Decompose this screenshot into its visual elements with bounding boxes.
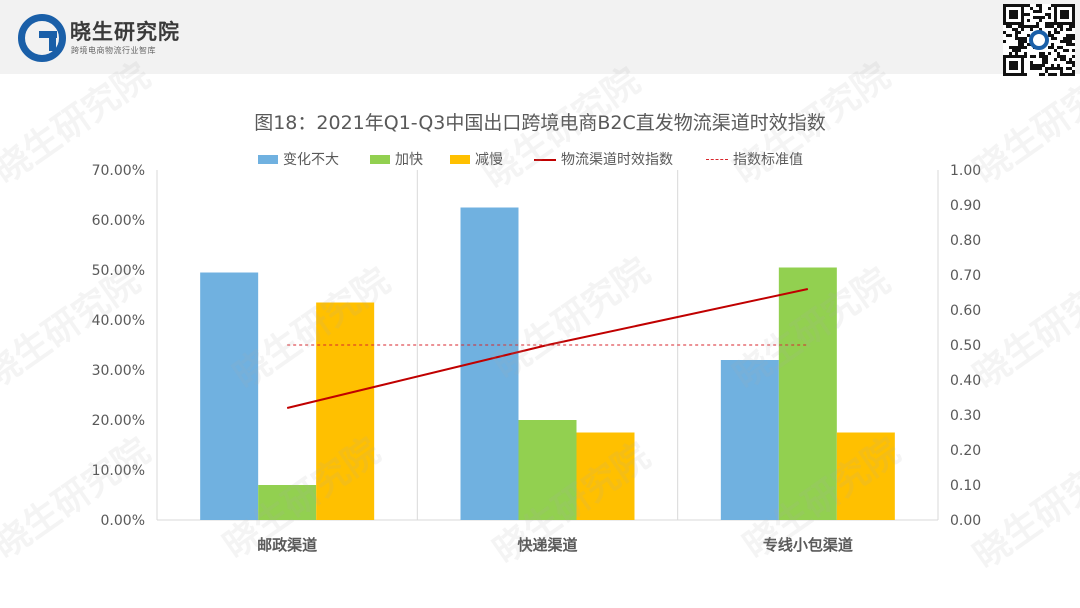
bar bbox=[778, 267, 837, 520]
bar bbox=[836, 432, 895, 520]
y-left-tick-label: 50.00% bbox=[92, 263, 145, 279]
y-right-tick-label: 0.30 bbox=[950, 408, 981, 424]
qr-logo-icon bbox=[1029, 30, 1049, 50]
y-left-tick-label: 20.00% bbox=[92, 413, 145, 429]
legend-marker bbox=[706, 159, 728, 160]
y-right-tick-label: 0.70 bbox=[950, 268, 981, 284]
y-right-tick-label: 1.00 bbox=[950, 163, 981, 179]
y-left-tick-label: 60.00% bbox=[92, 213, 145, 229]
brand-name: 晓生研究院 bbox=[70, 20, 180, 44]
bar bbox=[720, 360, 779, 520]
bar bbox=[518, 420, 577, 520]
y-right-tick-label: 0.10 bbox=[950, 478, 981, 494]
legend-label: 变化不大 bbox=[283, 152, 339, 168]
y-left-tick-label: 10.00% bbox=[92, 463, 145, 479]
y-right-tick-label: 0.60 bbox=[950, 303, 981, 319]
x-tick-label: 专线小包渠道 bbox=[763, 536, 853, 554]
legend-marker bbox=[534, 159, 556, 161]
chart-title: 图18：2021年Q1-Q3中国出口跨境电商B2C直发物流渠道时效指数 bbox=[254, 112, 826, 134]
y-right-tick-label: 0.00 bbox=[950, 513, 981, 529]
brand-tagline: 跨境电商物流行业智库 bbox=[71, 46, 156, 55]
x-tick-label: 邮政渠道 bbox=[257, 536, 317, 554]
y-right-tick-label: 0.50 bbox=[950, 338, 981, 354]
y-right-tick-label: 0.40 bbox=[950, 373, 981, 389]
chart-legend: 变化不大 加快 减慢 物流渠道时效指数 指数标准值 bbox=[0, 150, 1080, 170]
legend-label: 加快 bbox=[395, 152, 423, 168]
bar bbox=[258, 485, 317, 520]
legend-label: 物流渠道时效指数 bbox=[561, 152, 673, 168]
y-right-tick-label: 0.80 bbox=[950, 233, 981, 249]
bar bbox=[316, 302, 375, 520]
brand-logo-icon bbox=[18, 14, 66, 62]
y-right-tick-label: 0.20 bbox=[950, 443, 981, 459]
bar bbox=[576, 432, 635, 520]
legend-marker bbox=[258, 155, 278, 164]
bar bbox=[200, 272, 259, 520]
x-tick-label: 快递渠道 bbox=[517, 536, 577, 554]
y-left-tick-label: 30.00% bbox=[92, 363, 145, 379]
header-band bbox=[0, 0, 1080, 74]
y-left-tick-label: 40.00% bbox=[92, 313, 145, 329]
y-right-tick-label: 0.90 bbox=[950, 198, 981, 214]
legend-label: 减慢 bbox=[475, 152, 503, 168]
legend-label: 指数标准值 bbox=[733, 152, 803, 168]
y-left-tick-label: 0.00% bbox=[101, 513, 145, 529]
y-left-tick-label: 70.00% bbox=[92, 163, 145, 179]
legend-marker bbox=[450, 155, 470, 164]
legend-marker bbox=[370, 155, 390, 164]
